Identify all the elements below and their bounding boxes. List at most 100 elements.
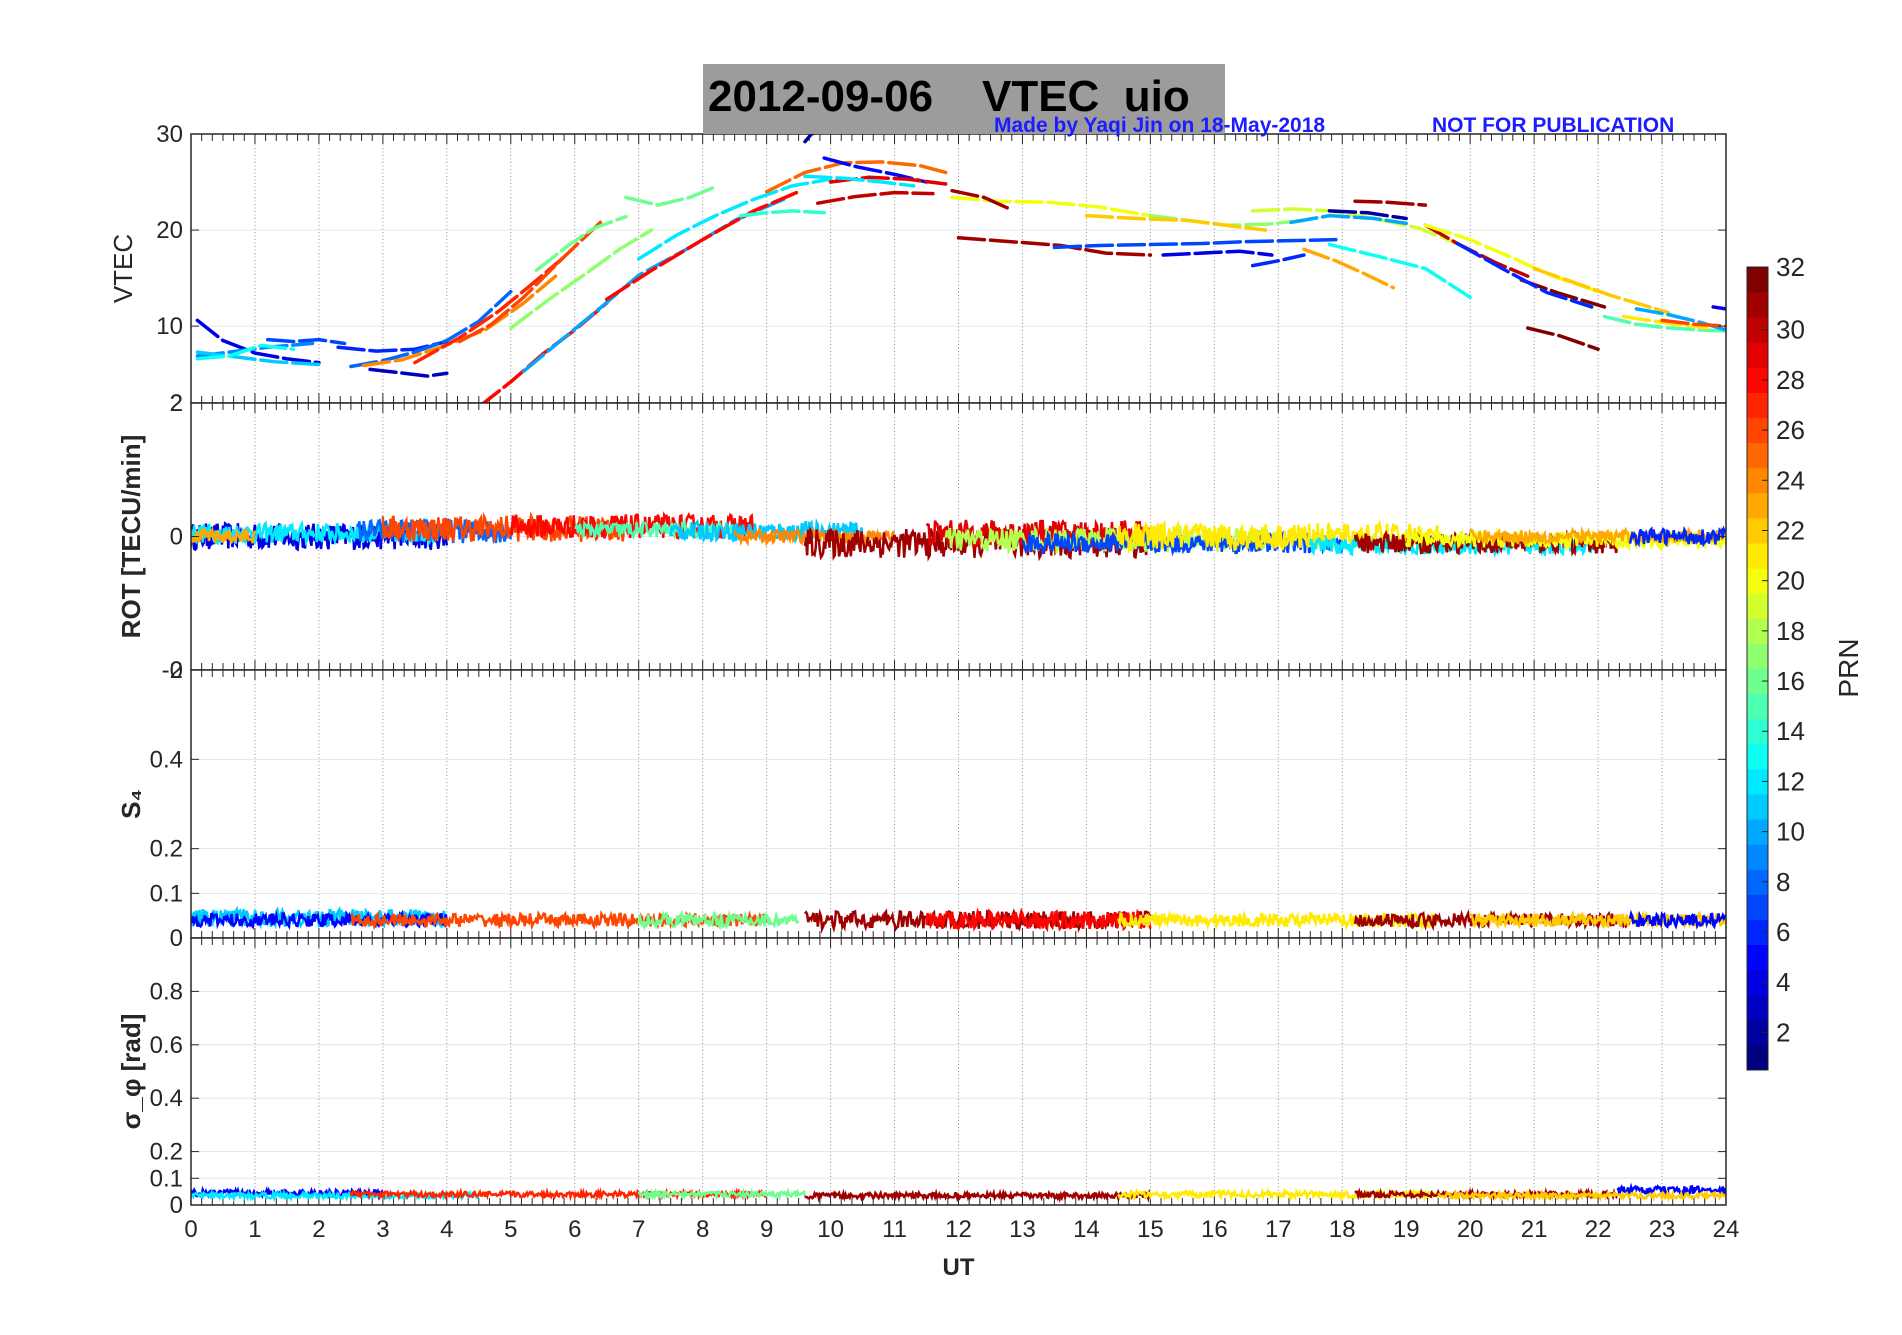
x-tick-label: 6 bbox=[568, 1216, 581, 1243]
vtec-trace-prn14 bbox=[739, 209, 826, 218]
vtec-trace-prn10 bbox=[1289, 213, 1408, 226]
data-traces bbox=[191, 511, 1726, 562]
s4-trace-prn21 bbox=[1117, 909, 1440, 931]
x-tick-label: 2 bbox=[312, 1216, 325, 1243]
vtec-trace-prn12 bbox=[636, 177, 833, 261]
x-tick-label: 17 bbox=[1265, 1216, 1292, 1243]
vtec-trace-prn17 bbox=[509, 228, 654, 330]
sigma_phi-trace-prn12 bbox=[191, 1188, 480, 1203]
colorbar-tick-label: 22 bbox=[1776, 515, 1805, 545]
sigma_phi-trace-prn5 bbox=[1616, 1182, 1726, 1198]
x-tick-label: 12 bbox=[945, 1216, 972, 1243]
colorbar-band bbox=[1747, 693, 1768, 720]
colorbar-band bbox=[1747, 292, 1768, 318]
vtec-trace-prn31 bbox=[950, 188, 1012, 211]
y-tick-label: 2 bbox=[170, 390, 183, 417]
colorbar-band bbox=[1747, 944, 1768, 971]
y-axis-label: σ_φ [rad] bbox=[116, 1014, 146, 1130]
rot-trace-prn23 bbox=[191, 525, 257, 546]
colorbar-tick-label: 26 bbox=[1776, 415, 1805, 445]
colorbar-band bbox=[1747, 267, 1768, 293]
colorbar-tick-label: 8 bbox=[1776, 867, 1790, 897]
colorbar-tick-label: 4 bbox=[1776, 967, 1790, 997]
vtec-trace-prn6 bbox=[336, 339, 449, 353]
x-tick-label: 20 bbox=[1457, 1216, 1484, 1243]
y-tick-label: 0 bbox=[170, 1192, 183, 1219]
vtec-trace-prn25 bbox=[764, 160, 948, 194]
colorbar-band bbox=[1747, 793, 1768, 820]
vtec-trace-prn4 bbox=[1161, 249, 1274, 257]
x-tick-label: 15 bbox=[1137, 1216, 1164, 1243]
title-box bbox=[703, 64, 1225, 134]
colorbar-tick-label: 10 bbox=[1776, 817, 1805, 847]
x-tick-label: 7 bbox=[632, 1216, 645, 1243]
vtec-trace-prn31 bbox=[1353, 199, 1428, 207]
x-tick-label: 9 bbox=[760, 1216, 773, 1243]
colorbar-tick-label: 2 bbox=[1776, 1017, 1790, 1047]
x-tick-label: 13 bbox=[1009, 1216, 1036, 1243]
colorbar-band bbox=[1747, 743, 1768, 770]
colorbar-tick-label: 18 bbox=[1776, 616, 1805, 646]
vtec-trace-prn26 bbox=[457, 220, 603, 344]
colorbar-band bbox=[1747, 894, 1768, 920]
s4-trace-prn11 bbox=[191, 905, 448, 930]
colorbar-band bbox=[1747, 768, 1768, 795]
vtec-trace-prn3 bbox=[368, 367, 449, 378]
colorbar-band bbox=[1747, 844, 1768, 870]
credit-text: Made by Yaqi Jin on 18-May-2018 bbox=[994, 114, 1326, 137]
x-tick-label: 11 bbox=[882, 1216, 907, 1243]
colorbar-band bbox=[1747, 1044, 1768, 1071]
vtec-trace-prn32 bbox=[1525, 326, 1600, 351]
y-tick-label: 30 bbox=[156, 121, 183, 148]
colorbar-band bbox=[1747, 568, 1768, 594]
colorbar-band bbox=[1747, 643, 1768, 669]
y-tick-label: 0.8 bbox=[150, 978, 183, 1005]
vtec-trace-prn13 bbox=[195, 343, 296, 361]
notice-text: NOT FOR PUBLICATION bbox=[1432, 114, 1675, 137]
y-tick-label: 0.4 bbox=[150, 1085, 183, 1112]
y-tick-label: 0.6 bbox=[150, 1032, 183, 1059]
sigma_phi-trace-prn31 bbox=[804, 1188, 1152, 1204]
y-tick-label: 0 bbox=[170, 657, 183, 684]
y-tick-label: -2 bbox=[162, 657, 183, 684]
colorbar-band bbox=[1747, 442, 1768, 469]
vtec-trace-prn30 bbox=[816, 190, 935, 205]
x-axis-label: UT bbox=[943, 1254, 975, 1281]
vtec-trace-prn19 bbox=[1250, 207, 1460, 246]
rot-trace-prn6 bbox=[1628, 525, 1726, 548]
y-tick-label: 10 bbox=[156, 313, 183, 340]
y-tick-label: 0.2 bbox=[150, 1139, 183, 1166]
colorbar-band bbox=[1747, 467, 1768, 494]
x-tick-label: 5 bbox=[504, 1216, 517, 1243]
vtec-trace-prn7 bbox=[1052, 237, 1338, 250]
colorbar-band bbox=[1747, 342, 1768, 368]
y-tick-label: 2 bbox=[170, 390, 183, 417]
colorbar-band bbox=[1747, 994, 1768, 1021]
colorbar-band bbox=[1747, 919, 1768, 946]
y-tick-label: 0.1 bbox=[150, 1165, 183, 1192]
x-tick-label: 16 bbox=[1201, 1216, 1228, 1243]
x-tick-label: 3 bbox=[376, 1216, 389, 1243]
x-tick-label: 19 bbox=[1393, 1216, 1420, 1243]
rot-trace-prn26 bbox=[381, 511, 628, 543]
data-traces bbox=[191, 905, 1726, 934]
colorbar-band bbox=[1747, 317, 1768, 343]
y-tick-label: 0 bbox=[170, 925, 183, 952]
colorbar-tick-label: 24 bbox=[1776, 465, 1805, 495]
colorbar-band bbox=[1747, 593, 1768, 619]
panel-sigma_phi: 00.10.20.40.60.8σ_φ [rad]0 1 2 3 4 5 6 7 8 9 10 11 1… bbox=[116, 937, 1739, 1281]
y-axis-label: VTEC bbox=[108, 234, 138, 303]
colorbar-band bbox=[1747, 492, 1768, 519]
vtec-trace-prn4 bbox=[1711, 305, 1726, 311]
y-tick-label: 0.2 bbox=[150, 836, 183, 863]
x-tick-label: 23 bbox=[1649, 1216, 1676, 1243]
vtec-trace-prn12 bbox=[803, 174, 916, 188]
vtec-trace-prn22 bbox=[1532, 266, 1671, 315]
colorbar-tick-label: 30 bbox=[1776, 315, 1805, 345]
vtec-trace-prn22 bbox=[1084, 213, 1268, 232]
colorbar-tick-label: 6 bbox=[1776, 917, 1790, 947]
colorbar-tick-label: 16 bbox=[1776, 666, 1805, 696]
colorbar-tick-label: 12 bbox=[1776, 766, 1805, 796]
vtec-trace-prn27 bbox=[413, 257, 564, 365]
